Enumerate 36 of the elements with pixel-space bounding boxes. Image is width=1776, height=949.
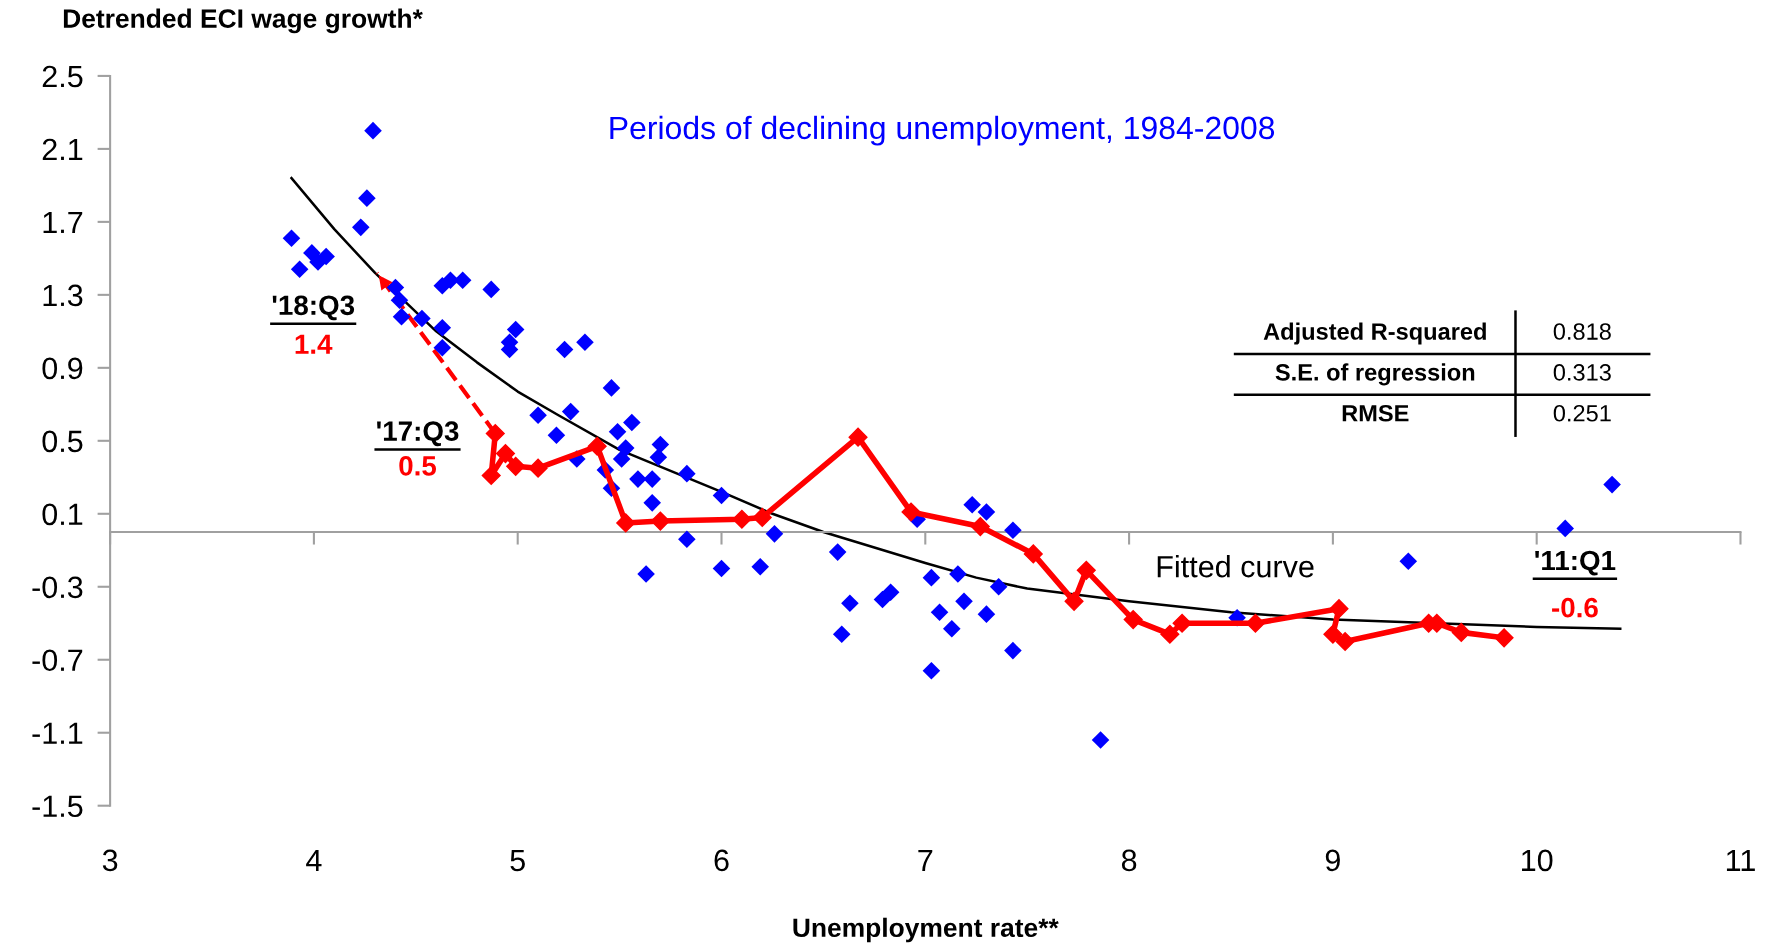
x-axis-title: Unemployment rate**: [793, 917, 1059, 943]
annotation: 0.818: [1553, 323, 1611, 340]
annotation: 0.313: [1553, 364, 1611, 381]
x-tick-label: 7: [918, 849, 933, 871]
annotation: S.E. of regression: [1275, 363, 1475, 386]
y-tick-label: 1.3: [43, 284, 83, 307]
x-tick-label: 8: [1121, 849, 1137, 872]
x-tick-label: 6: [714, 849, 729, 872]
y-tick-label: 0.1: [42, 503, 83, 526]
y-axis-title: Detrended ECI wage growth*: [63, 8, 423, 34]
y-tick-label: 2.1: [42, 138, 83, 160]
series-label: Fitted curve: [1157, 555, 1314, 578]
annotation: 1.4: [295, 334, 333, 354]
annotation: Adjusted R-squared: [1263, 322, 1486, 345]
annotation: -0.6: [1552, 597, 1598, 618]
text: Periods of declining unemployment, 1984-2008: [610, 115, 1275, 146]
annotation: '11:Q1: [1535, 550, 1616, 576]
y-tick-label: -1.1: [32, 722, 83, 744]
annotation: '18:Q3: [272, 295, 355, 321]
annotation: '17:Q3: [377, 421, 459, 447]
x-tick-label: 11: [1726, 849, 1755, 871]
y-tick-label: 2.5: [42, 65, 83, 88]
x-tick-label: 9: [1325, 849, 1340, 872]
x-tick-label: 4: [306, 849, 322, 871]
annotation: RMSE: [1342, 404, 1409, 422]
y-tick-label: -1.5: [32, 795, 83, 818]
y-tick-label: -0.7: [32, 649, 83, 672]
x-tick-label: 10: [1522, 849, 1553, 872]
y-tick-label: 1.7: [43, 211, 83, 233]
y-tick-label: 0.5: [42, 430, 83, 453]
y-tick-label: 0.9: [42, 357, 83, 380]
annotation: 0.251: [1553, 404, 1611, 422]
x-tick-label: 5: [510, 849, 525, 872]
x-tick-label: 3: [102, 849, 118, 872]
annotation: 0.5: [399, 456, 437, 476]
y-tick-label: -0.3: [32, 576, 83, 599]
